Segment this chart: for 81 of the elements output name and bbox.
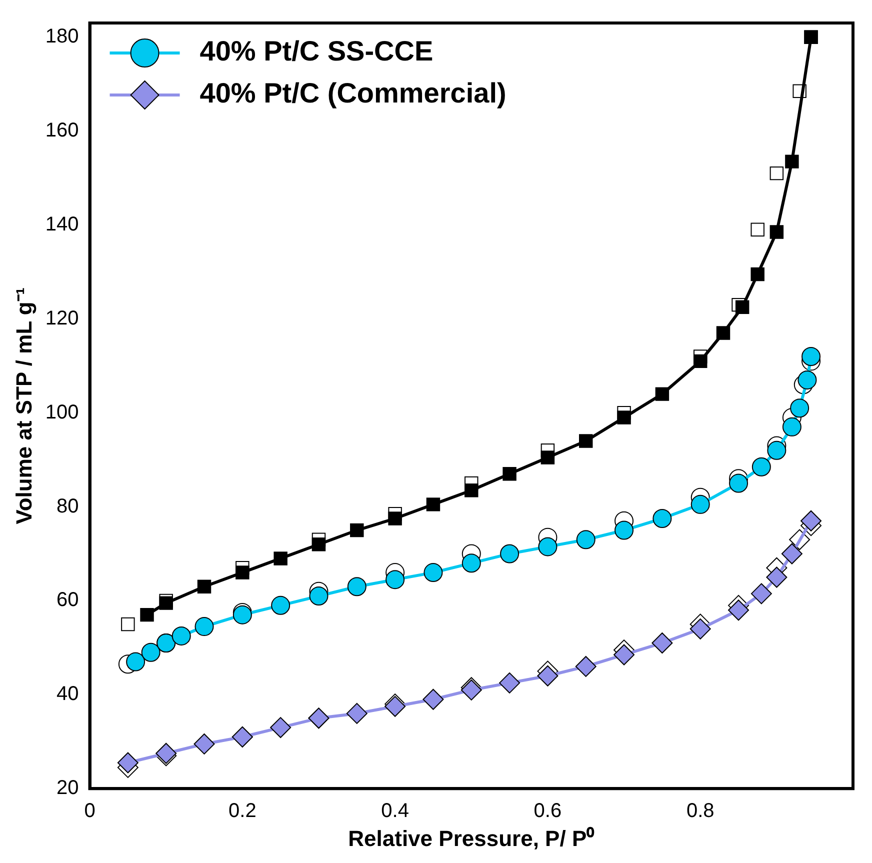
point — [802, 346, 821, 366]
point — [194, 733, 215, 754]
point — [614, 644, 635, 666]
point — [424, 563, 443, 582]
point — [750, 267, 764, 282]
point — [502, 467, 516, 481]
y-tick-label: 140 — [45, 213, 79, 236]
point — [800, 510, 822, 532]
point — [652, 509, 672, 528]
point — [236, 566, 250, 580]
point — [735, 300, 750, 314]
point — [426, 498, 440, 512]
legend-label: 40% Pt/C SS-CCE — [200, 36, 434, 67]
point — [121, 617, 135, 632]
point — [690, 494, 710, 514]
point — [770, 166, 784, 180]
point — [750, 583, 772, 604]
point — [141, 642, 160, 662]
point — [500, 544, 520, 564]
y-tick-label: 80 — [56, 495, 79, 518]
point — [752, 457, 771, 476]
point — [790, 398, 810, 418]
point — [422, 688, 444, 710]
point — [140, 608, 154, 622]
point — [614, 520, 634, 540]
point — [729, 474, 748, 493]
point — [117, 752, 138, 774]
point — [388, 512, 402, 526]
y-tick-label: 100 — [45, 401, 79, 424]
point — [785, 154, 799, 168]
point — [781, 543, 802, 564]
point — [172, 626, 191, 646]
point — [576, 530, 596, 550]
x-tick-label: 0.4 — [381, 800, 409, 822]
point — [782, 417, 802, 436]
point — [159, 596, 173, 610]
point — [716, 326, 730, 340]
point — [197, 580, 212, 594]
y-tick-label: 40 — [56, 683, 79, 706]
point — [126, 652, 146, 672]
point — [617, 410, 631, 424]
x-axis-title: Relative Pressure, P/ P⁰ — [348, 826, 595, 851]
point — [655, 387, 670, 401]
point — [194, 617, 214, 636]
point — [770, 225, 784, 239]
point — [274, 552, 288, 566]
point — [579, 434, 593, 448]
point — [537, 665, 558, 686]
point — [540, 450, 555, 464]
point — [798, 370, 817, 390]
y-tick-label: 120 — [45, 307, 79, 330]
y-tick-label: 60 — [56, 589, 79, 612]
point — [347, 577, 366, 596]
point — [312, 537, 326, 552]
point — [652, 632, 673, 654]
point — [350, 523, 364, 538]
point — [462, 554, 481, 573]
point — [538, 537, 558, 556]
point — [271, 596, 290, 615]
point — [499, 672, 520, 694]
y-tick-label: 180 — [45, 26, 79, 48]
y-axis-title: Volume at STP / mL g⁻¹ — [11, 287, 36, 524]
point — [767, 440, 786, 460]
point — [766, 566, 788, 588]
x-tick-label: 0 — [84, 800, 96, 822]
point — [270, 717, 292, 738]
x-tick-label: 0.8 — [686, 800, 714, 822]
legend-label: 40% Pt/C (Commercial) — [200, 78, 506, 109]
x-tick-label: 0.6 — [534, 800, 562, 822]
point — [690, 618, 711, 640]
point — [309, 586, 328, 606]
point — [464, 483, 478, 498]
x-tick-label: 0.2 — [228, 800, 256, 822]
point — [693, 354, 708, 368]
point — [386, 570, 405, 590]
y-tick-label: 160 — [45, 120, 79, 142]
point — [728, 600, 750, 621]
point — [750, 222, 764, 237]
point — [575, 656, 596, 677]
point — [346, 702, 368, 724]
y-tick-label: 20 — [56, 777, 79, 800]
